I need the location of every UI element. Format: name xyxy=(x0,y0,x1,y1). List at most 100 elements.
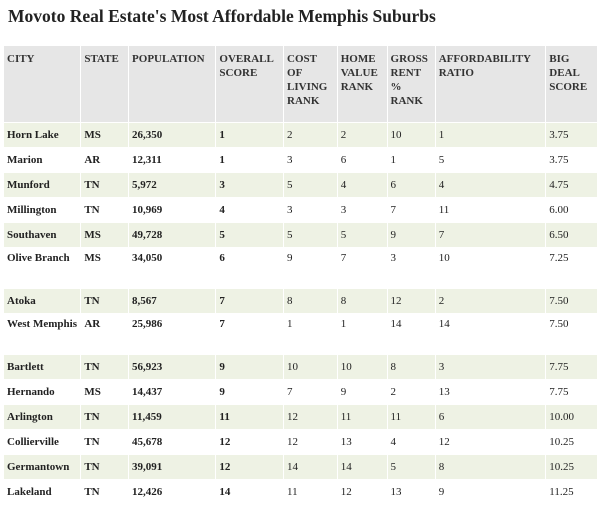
table-cell-big-deal-score: 7.50 xyxy=(546,313,598,354)
table-cell-cost-of-living-rank: 5 xyxy=(284,172,338,197)
table-cell-population: 12,311 xyxy=(129,147,217,172)
table-cell-big-deal-score: 3.75 xyxy=(546,147,598,172)
table-cell-big-deal-score: 7.50 xyxy=(546,288,598,313)
col-header-home-value-rank[interactable]: HOME VALUE RANK xyxy=(337,46,388,122)
table-cell-population: 56,923 xyxy=(129,354,217,379)
table-cell-cost-of-living-rank: 7 xyxy=(284,379,338,404)
table-cell-city: Germantown xyxy=(4,454,82,479)
table-cell-state: TN xyxy=(81,479,130,504)
table-cell-home-value-rank: 4 xyxy=(337,172,388,197)
table-header-row: CITY STATE POPULATION OVERALL SCORE COST… xyxy=(4,46,598,122)
table-cell-home-value-rank: 13 xyxy=(337,429,388,454)
table-cell-population: 10,969 xyxy=(129,197,217,222)
table-cell-population: 26,350 xyxy=(129,122,217,147)
table-cell-gross-rent-rank: 7 xyxy=(387,197,436,222)
table-cell-city: Munford xyxy=(4,172,82,197)
table-cell-affordability-ratio: 4 xyxy=(435,172,547,197)
table-cell-population: 25,986 xyxy=(129,313,217,354)
col-header-population[interactable]: POPULATION xyxy=(129,46,217,122)
table-cell-state: AR xyxy=(81,147,130,172)
col-header-gross-rent-rank[interactable]: GROSS RENT % RANK xyxy=(387,46,436,122)
table-cell-city: Collierville xyxy=(4,429,82,454)
table-cell-affordability-ratio: 1 xyxy=(435,122,547,147)
table-cell-overall-score: 12 xyxy=(216,429,285,454)
table-cell-home-value-rank: 2 xyxy=(337,122,388,147)
table-cell-big-deal-score: 7.25 xyxy=(546,247,598,288)
table-cell-overall-score: 9 xyxy=(216,379,285,404)
table-cell-population: 49,728 xyxy=(129,222,217,247)
table-cell-state: MS xyxy=(81,247,130,288)
table-cell-affordability-ratio: 8 xyxy=(435,454,547,479)
table-cell-state: MS xyxy=(81,222,130,247)
table-cell-city: Atoka xyxy=(4,288,82,313)
table-row: West Memphis AR 25,986 7 1 1 14 14 7.50 xyxy=(4,313,598,354)
table-cell-big-deal-score: 6.00 xyxy=(546,197,598,222)
table-cell-big-deal-score: 10.25 xyxy=(546,454,598,479)
table-cell-gross-rent-rank: 2 xyxy=(387,379,436,404)
table-cell-home-value-rank: 3 xyxy=(337,197,388,222)
table-cell-overall-score: 4 xyxy=(216,197,285,222)
table-cell-city: Olive Branch xyxy=(4,247,82,288)
table-cell-population: 12,426 xyxy=(129,479,217,504)
table-cell-state: TN xyxy=(81,197,130,222)
col-header-city[interactable]: CITY xyxy=(4,46,82,122)
table-cell-gross-rent-rank: 1 xyxy=(387,147,436,172)
table-cell-home-value-rank: 12 xyxy=(337,479,388,504)
col-header-state[interactable]: STATE xyxy=(81,46,130,122)
table-cell-home-value-rank: 14 xyxy=(337,454,388,479)
table-cell-state: TN xyxy=(81,354,130,379)
table-cell-gross-rent-rank: 3 xyxy=(387,247,436,288)
table-cell-affordability-ratio: 9 xyxy=(435,479,547,504)
table-body: Horn Lake MS 26,350 1 2 2 10 1 3.75 Marion AR 12,31… xyxy=(4,122,598,504)
table-cell-home-value-rank: 11 xyxy=(337,404,388,429)
table-cell-home-value-rank: 7 xyxy=(337,247,388,288)
table-cell-gross-rent-rank: 13 xyxy=(387,479,436,504)
table-cell-affordability-ratio: 7 xyxy=(435,222,547,247)
table-cell-state: TN xyxy=(81,288,130,313)
table-cell-cost-of-living-rank: 9 xyxy=(284,247,338,288)
table-cell-cost-of-living-rank: 12 xyxy=(284,404,338,429)
table-cell-big-deal-score: 6.50 xyxy=(546,222,598,247)
table-row: Marion AR 12,311 1 3 6 1 5 3.75 xyxy=(4,147,598,172)
table-cell-affordability-ratio: 6 xyxy=(435,404,547,429)
table-row: Collierville TN 45,678 12 12 13 4 12 10.25 xyxy=(4,429,598,454)
table-cell-overall-score: 9 xyxy=(216,354,285,379)
table-cell-big-deal-score: 11.25 xyxy=(546,479,598,504)
table-cell-population: 14,437 xyxy=(129,379,217,404)
col-header-big-deal-score[interactable]: BIG DEAL SCORE xyxy=(546,46,598,122)
col-header-overall-score[interactable]: OVERALL SCORE xyxy=(216,46,285,122)
col-header-cost-of-living-rank[interactable]: COST OF LIVING RANK xyxy=(284,46,338,122)
table-row: Arlington TN 11,459 11 12 11 11 6 10.00 xyxy=(4,404,598,429)
table-cell-big-deal-score: 3.75 xyxy=(546,122,598,147)
table-cell-cost-of-living-rank: 10 xyxy=(284,354,338,379)
table-cell-state: TN xyxy=(81,404,130,429)
table-cell-affordability-ratio: 2 xyxy=(435,288,547,313)
table-cell-overall-score: 5 xyxy=(216,222,285,247)
table-cell-population: 5,972 xyxy=(129,172,217,197)
table-cell-affordability-ratio: 5 xyxy=(435,147,547,172)
table-cell-big-deal-score: 10.00 xyxy=(546,404,598,429)
table-cell-city: Horn Lake xyxy=(4,122,82,147)
table-row: Munford TN 5,972 3 5 4 6 4 4.75 xyxy=(4,172,598,197)
table-cell-gross-rent-rank: 14 xyxy=(387,313,436,354)
table-cell-population: 34,050 xyxy=(129,247,217,288)
table-cell-big-deal-score: 7.75 xyxy=(546,379,598,404)
table-row: Southaven MS 49,728 5 5 5 9 7 6.50 xyxy=(4,222,598,247)
table-cell-affordability-ratio: 3 xyxy=(435,354,547,379)
table-cell-gross-rent-rank: 4 xyxy=(387,429,436,454)
table-cell-state: AR xyxy=(81,313,130,354)
table-cell-home-value-rank: 10 xyxy=(337,354,388,379)
table-cell-home-value-rank: 5 xyxy=(337,222,388,247)
table-cell-gross-rent-rank: 8 xyxy=(387,354,436,379)
table-cell-affordability-ratio: 14 xyxy=(435,313,547,354)
table-cell-overall-score: 6 xyxy=(216,247,285,288)
table-cell-overall-score: 14 xyxy=(216,479,285,504)
table-row: Atoka TN 8,567 7 8 8 12 2 7.50 xyxy=(4,288,598,313)
table-cell-big-deal-score: 4.75 xyxy=(546,172,598,197)
table-cell-gross-rent-rank: 12 xyxy=(387,288,436,313)
table-cell-state: TN xyxy=(81,429,130,454)
table-cell-big-deal-score: 10.25 xyxy=(546,429,598,454)
table-cell-cost-of-living-rank: 12 xyxy=(284,429,338,454)
col-header-affordability-ratio[interactable]: AFFORDABILITY RATIO xyxy=(435,46,547,122)
table-cell-city: Bartlett xyxy=(4,354,82,379)
